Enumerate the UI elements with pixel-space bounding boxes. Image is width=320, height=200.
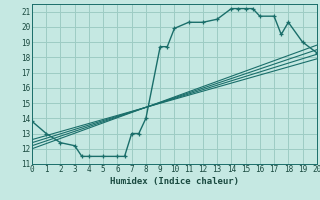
X-axis label: Humidex (Indice chaleur): Humidex (Indice chaleur) [110,177,239,186]
